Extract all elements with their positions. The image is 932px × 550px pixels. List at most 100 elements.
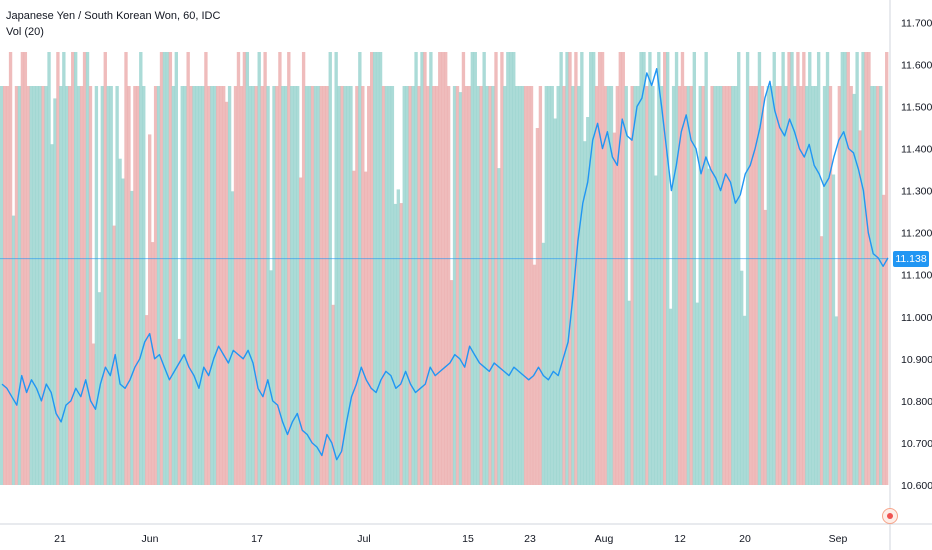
volume-bar [156, 86, 161, 485]
volume-bar [790, 52, 794, 485]
volume-bar [538, 86, 543, 485]
volume-bar [784, 86, 788, 485]
volume-bar [494, 52, 498, 485]
volume-bar [506, 52, 510, 485]
volume-bar [41, 86, 45, 485]
volume-bar [346, 86, 350, 485]
volume-bar [32, 86, 36, 485]
volume-bar [523, 86, 528, 485]
volume-bar [808, 52, 812, 485]
volume-bar [553, 118, 557, 485]
volume-bar [20, 52, 25, 485]
volume-bar [275, 86, 279, 485]
volume-bar [882, 194, 886, 486]
volume-bar [331, 304, 335, 485]
volume-bar [367, 86, 371, 485]
volume-bar [236, 52, 241, 485]
alert-icon[interactable] [882, 508, 898, 524]
x-tick-label: Sep [829, 533, 848, 545]
volume-bar [269, 270, 273, 485]
volume-bar [541, 242, 546, 485]
volume-bar [316, 86, 321, 485]
volume-bar [461, 52, 466, 485]
volume-bar [701, 86, 705, 485]
volume-bar [562, 86, 566, 485]
volume-bar [210, 86, 214, 485]
volume-bar [849, 86, 853, 485]
volume-bar [112, 225, 116, 485]
y-tick-label: 10.800 [901, 396, 932, 408]
volume-bar [597, 52, 602, 485]
volume-bar [361, 86, 365, 485]
volume-bar [438, 52, 442, 485]
y-tick-label: 11.100 [901, 270, 932, 282]
volume-bar [103, 52, 107, 485]
volume-bar [393, 203, 398, 485]
y-tick-label: 10.900 [901, 354, 932, 366]
volume-bar [248, 86, 252, 485]
volume-bar [518, 86, 522, 485]
volume-bar [109, 86, 113, 485]
volume-bar [503, 86, 507, 485]
volume-bar [876, 86, 880, 485]
chart-legend: Japanese Yen / South Korean Won, 60, IDC… [6, 8, 220, 40]
volume-bar [224, 101, 229, 486]
volume-bar [485, 86, 489, 485]
volume-bar [592, 52, 596, 485]
volume-bar [313, 86, 318, 485]
volume-bar [491, 86, 495, 485]
volume-bar [343, 86, 347, 485]
volume-bar [310, 86, 315, 485]
volume-bar [668, 308, 673, 485]
volume-bar [287, 52, 291, 485]
volume-bar [455, 86, 460, 485]
volume-bar [497, 168, 501, 485]
volume-bar [630, 86, 634, 485]
volume-bar [769, 86, 773, 485]
volume-bar [748, 86, 753, 485]
volume-bar [136, 86, 140, 485]
volume-bar [793, 86, 797, 485]
volume-bar [707, 168, 711, 485]
volume-bar [663, 52, 667, 485]
volume-bar [165, 52, 170, 485]
volume-bar [219, 86, 223, 485]
volume-bar [535, 128, 540, 485]
x-tick-label: 21 [54, 533, 66, 545]
volume-bar [710, 86, 714, 485]
y-tick-label: 11.700 [901, 17, 932, 29]
volume-bar [307, 86, 312, 485]
volume-bar [153, 86, 158, 485]
volume-bar [5, 86, 10, 485]
volume-bar [660, 86, 664, 485]
volume-bar [414, 52, 418, 485]
volume-bar [301, 52, 306, 485]
volume-bar [272, 86, 276, 485]
volume-bar [222, 86, 226, 485]
volume-bar [358, 52, 362, 485]
volume-bar [473, 52, 477, 485]
volume-bar [79, 86, 84, 485]
volume-bar [334, 52, 338, 485]
y-tick-label: 11.000 [901, 312, 932, 324]
volume-bar [568, 52, 572, 485]
volume-bar [648, 52, 652, 485]
volume-bar [378, 52, 383, 485]
volume-bar [633, 86, 637, 485]
volume-bar [683, 86, 688, 485]
volume-bar [375, 52, 380, 485]
volume-bar [204, 52, 208, 485]
y-tick-label: 11.300 [901, 186, 932, 198]
volume-bar [811, 86, 815, 485]
volume-bar [645, 86, 649, 485]
indicator-label: Vol (20) [6, 26, 44, 38]
volume-bar [600, 52, 605, 485]
volume-bar [627, 300, 631, 485]
volume-bar [864, 52, 868, 485]
volume-bar [737, 52, 741, 485]
volume-bar [713, 86, 717, 485]
volume-bar [145, 315, 149, 485]
y-tick-label: 11.600 [901, 60, 932, 72]
volume-bar [62, 52, 66, 485]
volume-bar [799, 86, 803, 485]
